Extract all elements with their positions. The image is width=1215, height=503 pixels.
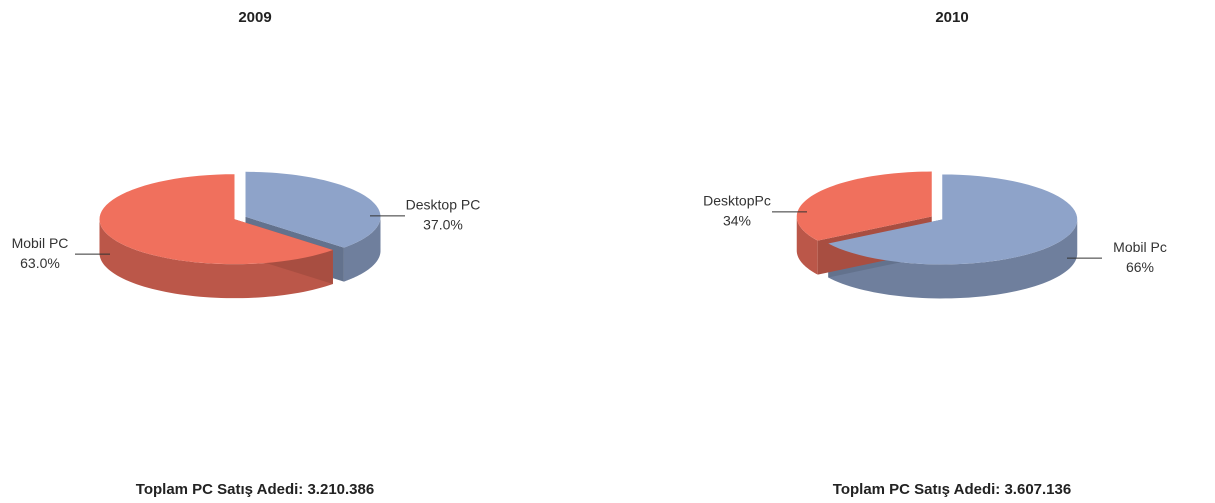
footer: Toplam PC Satış Adedi: 3.210.386: [136, 481, 374, 498]
slice-side: [828, 219, 1078, 299]
chart-title: 2009: [238, 9, 271, 26]
chart-title: 2010: [935, 9, 968, 26]
slice-side: [796, 216, 818, 275]
slice-value-label: 63.0%: [20, 255, 60, 271]
slice-value-label: 66%: [1126, 259, 1154, 275]
pie: [99, 171, 381, 299]
footer: Toplam PC Satış Adedi: 3.607.136: [833, 481, 1071, 498]
slice: [245, 171, 381, 248]
slice-label: Mobil Pc: [1113, 239, 1167, 255]
slice-value-label: 34%: [723, 213, 751, 229]
slice-label: Mobil PC: [12, 235, 69, 251]
slice: [99, 174, 333, 265]
slice: [796, 171, 932, 241]
slice-side: [99, 219, 333, 299]
slice-label: Desktop PC: [406, 197, 481, 213]
slice: [828, 174, 1078, 265]
slice-value-label: 37.0%: [423, 217, 463, 233]
pie: [796, 171, 1078, 299]
slice-side: [343, 216, 381, 282]
slice-label: DesktopPc: [703, 193, 771, 209]
